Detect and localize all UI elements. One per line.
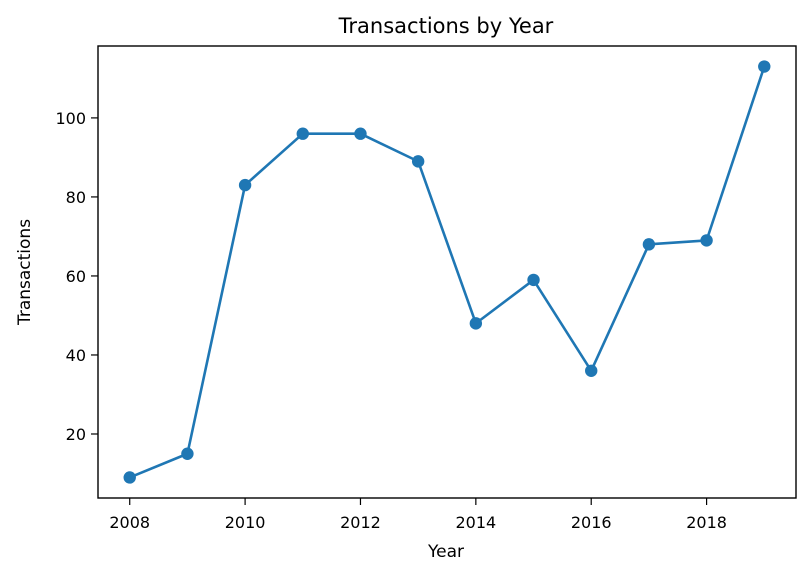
x-tick-label: 2008 — [109, 513, 150, 532]
x-axis-label: Year — [427, 542, 464, 562]
x-tick-label: 2010 — [225, 513, 266, 532]
data-point — [642, 238, 656, 251]
data-point — [238, 178, 252, 192]
x-tick-label: 2012 — [340, 513, 381, 532]
x-tick-label: 2016 — [571, 513, 612, 532]
data-point — [411, 155, 425, 168]
data-point — [758, 60, 771, 73]
data-point — [469, 317, 483, 330]
series-line — [128, 65, 766, 479]
data-point — [700, 234, 713, 247]
x-tick-label: 2014 — [455, 513, 496, 532]
data-point — [181, 447, 194, 460]
plot-area — [97, 45, 797, 499]
series-layer — [123, 60, 771, 484]
y-tick-label: 40 — [66, 346, 86, 365]
y-tick-label: 20 — [66, 425, 86, 444]
y-tick-label: 60 — [66, 267, 86, 286]
y-tick-label: 100 — [55, 109, 86, 128]
x-tick-label: 2018 — [686, 513, 727, 532]
x-axis: 2008 2010 2012 2014 2016 2018 — [109, 498, 727, 532]
y-axis: 20 40 60 80 100 — [55, 109, 98, 444]
data-point — [527, 273, 540, 287]
data-point — [123, 471, 136, 484]
chart-title: Transactions by Year — [338, 14, 554, 38]
y-axis-label: Transactions — [15, 219, 35, 326]
data-point — [296, 127, 309, 140]
data-point — [585, 364, 598, 377]
data-point — [354, 127, 367, 140]
y-tick-label: 80 — [66, 188, 86, 207]
